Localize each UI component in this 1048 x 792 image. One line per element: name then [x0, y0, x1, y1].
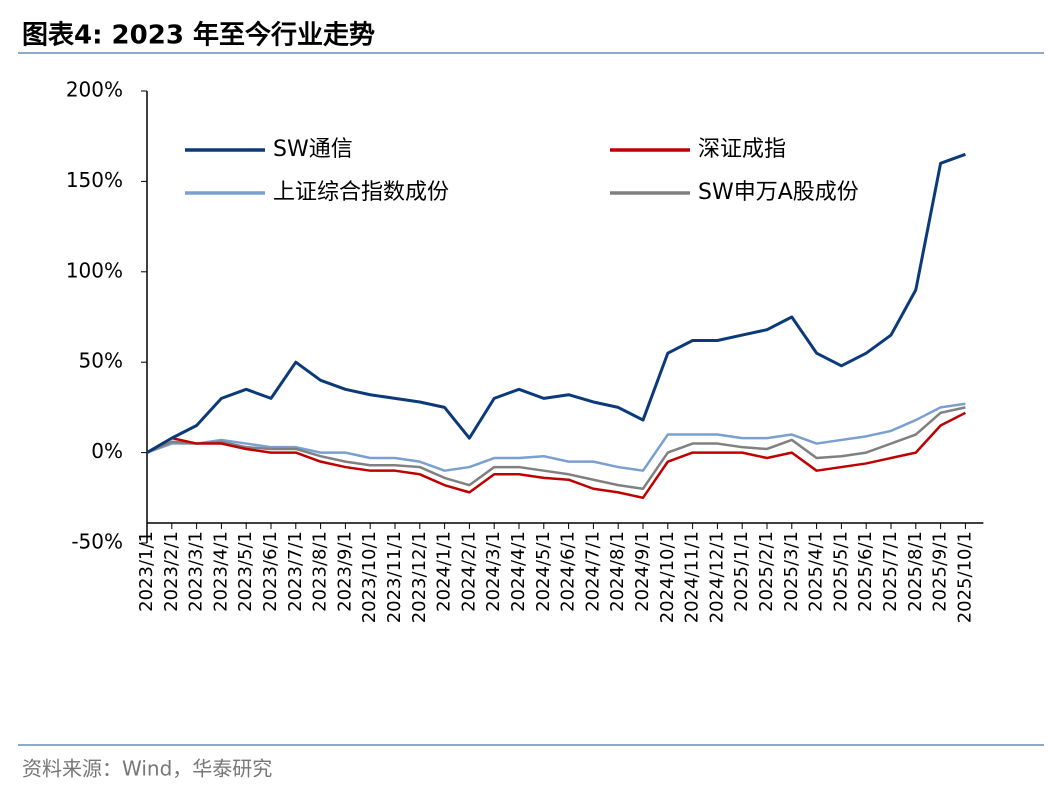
y-tick-label: 150% [66, 168, 123, 192]
x-tick-label: 2023/2/1 [161, 531, 182, 612]
x-tick-label: 2024/4/1 [508, 531, 529, 612]
series-line [146, 411, 966, 500]
x-tick-label: 2023/8/1 [310, 531, 331, 612]
x-tick-label: 2023/1/1 [136, 531, 157, 612]
y-tick-label: 200% [66, 78, 123, 102]
legend-label: SW通信 [273, 137, 353, 162]
x-tick-label: 2025/6/1 [855, 531, 876, 612]
x-tick-label: 2023/3/1 [186, 531, 207, 612]
x-tick-label: 2024/6/1 [558, 531, 579, 612]
y-tick-label: 50% [79, 349, 123, 373]
x-tick-label: 2023/11/1 [384, 531, 405, 623]
x-tick-label: 2025/2/1 [756, 531, 777, 612]
source-note: 资料来源：Wind，华泰研究 [22, 757, 272, 781]
x-tick-label: 2024/7/1 [582, 531, 603, 612]
x-tick-label: 2023/7/1 [285, 531, 306, 612]
x-tick-label: 2025/8/1 [905, 531, 926, 612]
x-tick-label: 2025/1/1 [731, 531, 752, 612]
y-tick-label: 0% [91, 439, 123, 463]
x-tick-label: 2023/9/1 [334, 531, 355, 612]
x-tick-label: 2024/12/1 [706, 531, 727, 623]
x-tick-label: 2025/7/1 [880, 531, 901, 612]
legend-label: SW申万A股成份 [698, 180, 859, 205]
x-tick-label: 2025/3/1 [781, 531, 802, 612]
x-tick-label: 2024/2/1 [458, 531, 479, 612]
y-tick-label: 100% [66, 258, 123, 282]
x-tick-label: 2023/12/1 [409, 531, 430, 623]
x-tick-label: 2024/9/1 [632, 531, 653, 612]
series-line [146, 402, 966, 472]
legend-label: 上证综合指数成份 [273, 180, 449, 205]
x-tick-label: 2024/3/1 [483, 531, 504, 612]
x-tick-label: 2025/9/1 [930, 531, 951, 612]
x-tick-label: 2025/4/1 [806, 531, 827, 612]
x-tick-label: 2024/10/1 [657, 531, 678, 623]
x-tick-label: 2023/10/1 [359, 531, 380, 623]
x-tick-label: 2024/11/1 [682, 531, 703, 623]
x-tick-label: 2024/5/1 [533, 531, 554, 612]
x-tick-label: 2023/5/1 [235, 531, 256, 612]
x-tick-label: 2024/1/1 [434, 531, 455, 612]
x-tick-label: 2025/5/1 [830, 531, 851, 612]
y-tick-label: -50% [71, 530, 123, 554]
x-tick-label: 2025/10/1 [954, 531, 975, 623]
x-tick-label: 2023/4/1 [210, 531, 231, 612]
series-line [146, 406, 966, 491]
series-line [146, 152, 966, 454]
chart-title: 图表4: 2023 年至今行业走势 [22, 20, 375, 51]
legend-label: 深证成指 [698, 137, 786, 162]
x-tick-label: 2024/8/1 [607, 531, 628, 612]
x-tick-label: 2023/6/1 [260, 531, 281, 612]
